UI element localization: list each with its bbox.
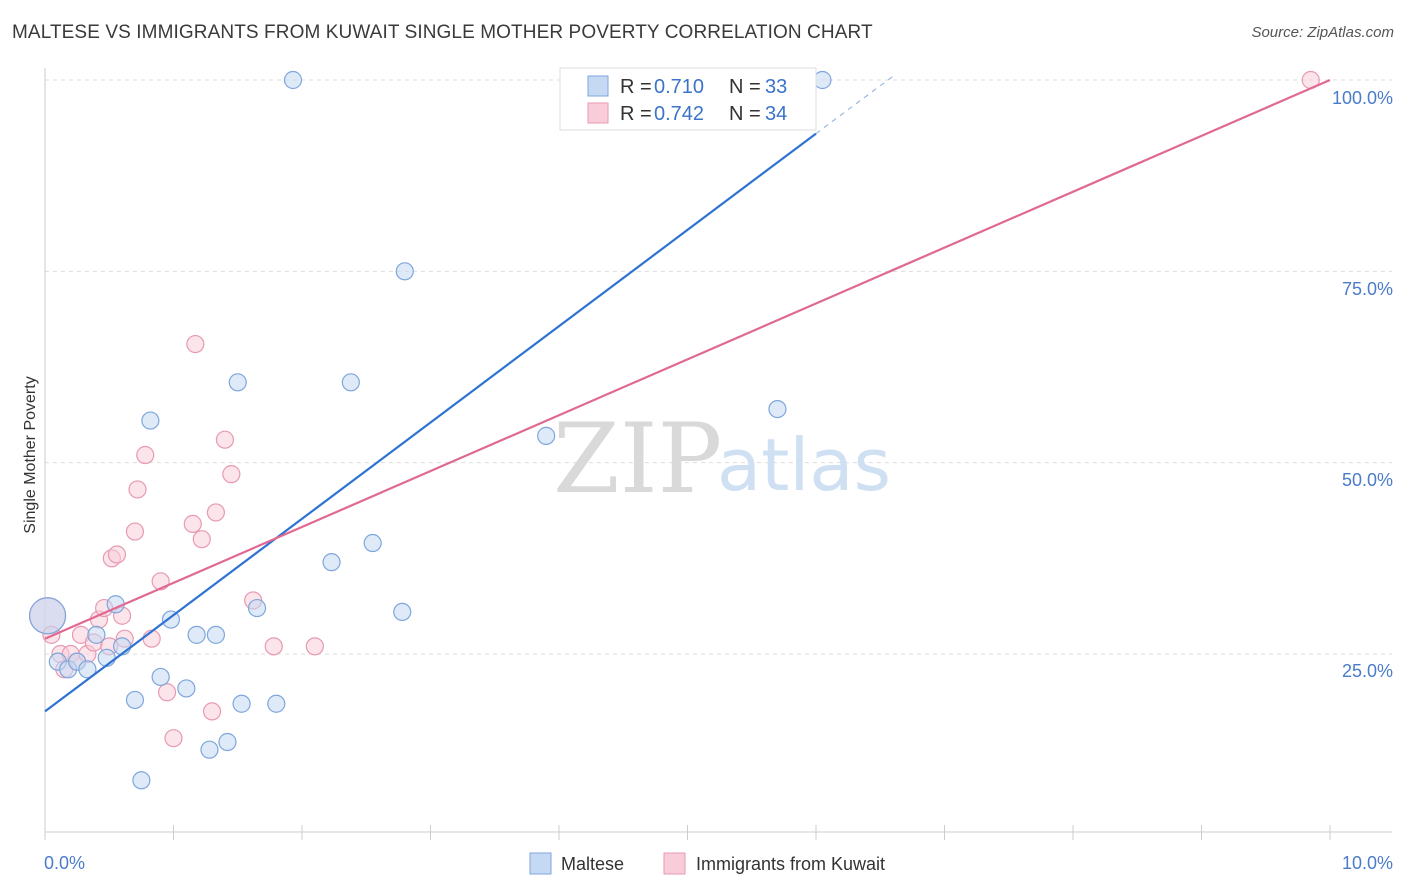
point-maltese-29 <box>537 426 556 445</box>
chart-title: MALTESE VS IMMIGRANTS FROM KUWAIT SINGLE… <box>12 22 873 43</box>
point-maltese-12 <box>151 667 170 687</box>
point-maltese-28 <box>393 602 412 622</box>
point-kuwait-26 <box>206 503 226 522</box>
bottom-legend: Maltese Immigrants from Kuwait <box>529 852 885 875</box>
legend-n-value-1: 33 <box>765 76 787 98</box>
watermark-zip: ZIP <box>553 403 722 515</box>
point-maltese-17 <box>206 625 226 644</box>
legend-swatch-maltese <box>587 75 609 97</box>
legend-n-label-2: N = <box>729 103 761 125</box>
point-maltese-14 <box>177 679 196 698</box>
point-maltese-25 <box>341 373 360 392</box>
legend-n-label-1: N = <box>729 76 761 98</box>
point-maltese-23 <box>283 70 303 90</box>
point-maltese-20 <box>232 694 251 713</box>
point-maltese-13 <box>161 610 181 629</box>
x-tick-label-0: 0.0% <box>44 853 85 873</box>
point-kuwait-21 <box>164 729 183 748</box>
point-kuwait-31 <box>305 637 324 656</box>
source-label: Source: ZipAtlas.com <box>1251 24 1394 41</box>
point-kuwait-17 <box>136 445 155 465</box>
point-kuwait-22 <box>183 514 202 533</box>
point-maltese-10 <box>132 771 151 790</box>
y-tick-label-75: 75.0% <box>1342 279 1393 299</box>
point-maltese-5 <box>87 625 106 644</box>
y-tick-label-50: 50.0% <box>1342 470 1393 490</box>
point-maltese-9 <box>125 690 145 710</box>
point-kuwait-12 <box>107 545 127 564</box>
bottom-legend-label-maltese: Maltese <box>561 854 624 874</box>
point-maltese-27 <box>395 262 414 281</box>
point-maltese-19 <box>228 373 247 392</box>
point-kuwait-27 <box>215 430 234 449</box>
trend-line-maltese <box>44 132 817 713</box>
bottom-legend-swatch-maltese <box>529 852 552 875</box>
point-maltese-26 <box>363 533 382 553</box>
y-axis-label: Single Mother Poverty <box>22 376 39 533</box>
point-maltese-15 <box>187 625 206 644</box>
trend-line-maltese-extension <box>815 75 894 135</box>
legend-r-label-2: R = <box>620 103 652 125</box>
legend-box: R = 0.710 N = 33 R = 0.742 N = 34 <box>559 67 817 131</box>
point-kuwait-28 <box>222 465 241 484</box>
point-maltese-22 <box>267 694 286 713</box>
x-axis-ticks <box>44 825 1331 840</box>
bottom-legend-swatch-kuwait <box>663 852 686 875</box>
point-kuwait-23 <box>186 334 205 354</box>
point-maltese-21 <box>247 598 267 618</box>
gridlines <box>45 79 1392 655</box>
point-maltese-4 <box>78 660 97 679</box>
trend-line-kuwait <box>44 78 1331 640</box>
x-tick-label-10: 10.0% <box>1342 853 1393 873</box>
point-maltese-0 <box>28 597 67 635</box>
point-kuwait-20 <box>157 683 177 702</box>
point-kuwait-25 <box>202 702 222 721</box>
point-maltese-16 <box>200 740 219 759</box>
point-maltese-31 <box>768 399 787 419</box>
point-maltese-11 <box>141 411 160 430</box>
watermark-atlas: atlas <box>717 423 891 507</box>
bottom-legend-label-kuwait: Immigrants from Kuwait <box>696 854 885 874</box>
point-kuwait-15 <box>125 522 145 541</box>
point-kuwait-30 <box>264 637 283 656</box>
legend-n-value-2: 34 <box>765 103 787 125</box>
trend-lines <box>44 75 1331 713</box>
y-tick-label-25: 25.0% <box>1342 661 1393 681</box>
legend-r-label-1: R = <box>620 76 652 98</box>
legend-r-value-2: 0.742 <box>654 103 704 125</box>
point-maltese-6 <box>97 648 116 667</box>
point-kuwait-16 <box>128 480 147 499</box>
point-maltese-24 <box>322 553 341 572</box>
legend-r-value-1: 0.710 <box>654 76 704 98</box>
point-maltese-18 <box>218 732 237 752</box>
legend-swatch-kuwait <box>587 102 609 124</box>
point-kuwait-24 <box>192 530 211 549</box>
y-tick-label-100: 100.0% <box>1332 88 1393 108</box>
